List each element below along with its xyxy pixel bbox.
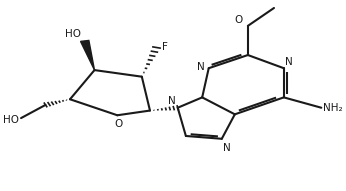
Text: N: N [285,57,293,67]
Text: HO: HO [3,115,19,125]
Text: F: F [162,42,168,52]
Text: O: O [235,15,243,25]
Text: HO: HO [65,29,81,39]
Polygon shape [81,40,94,70]
Text: NH₂: NH₂ [323,103,343,113]
Text: N: N [169,96,176,106]
Text: O: O [115,119,123,129]
Text: N: N [197,62,205,72]
Text: N: N [224,143,231,154]
